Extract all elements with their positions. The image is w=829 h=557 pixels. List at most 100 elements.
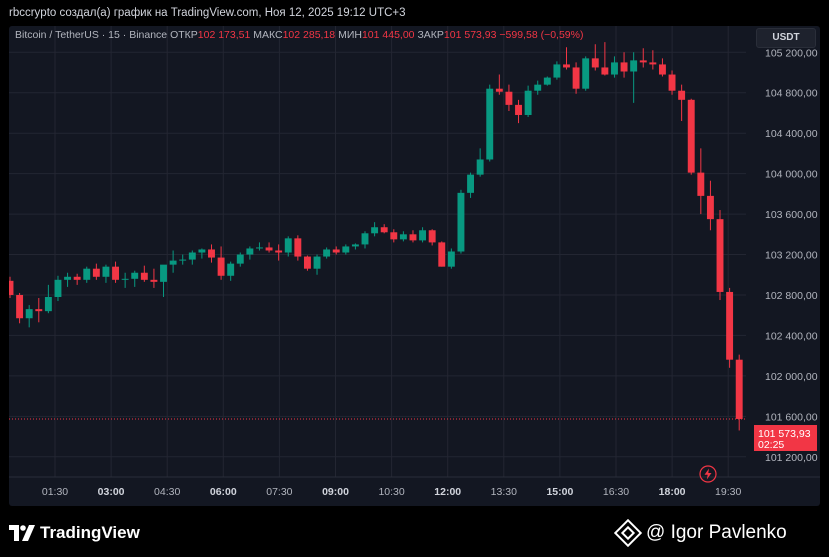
candle (313, 254, 321, 275)
open-label: ОТКР (170, 29, 198, 41)
x-tick-label: 12:00 (434, 486, 461, 498)
candle-body (73, 276, 81, 280)
candle-body (678, 90, 686, 100)
candle (630, 52, 638, 103)
candle-body (486, 88, 494, 160)
time-axis: 01:30 03:00 04:30 06:00 07:30 09:00 10:30 12:00… (42, 486, 742, 498)
candle (150, 268, 158, 288)
candle (390, 229, 398, 243)
candle-body (54, 279, 62, 298)
symbol-legend: Bitcoin / TetherUS · 15 · Binance ОТКР10… (15, 29, 583, 41)
candle (543, 76, 551, 86)
candle-body (457, 192, 465, 252)
y-tick-label: 103 600,00 (765, 209, 818, 221)
candle-body (16, 294, 24, 319)
candle (735, 354, 743, 431)
candle (524, 85, 532, 118)
candle-body (208, 249, 215, 258)
candle-body (563, 64, 570, 68)
candle-body (428, 230, 436, 243)
close-label: ЗАКР (417, 29, 444, 41)
candle (294, 235, 302, 261)
candle-body (294, 238, 302, 257)
candle-body (217, 257, 225, 276)
candle (563, 47, 570, 70)
candle-body (25, 309, 33, 319)
candle (668, 70, 676, 95)
candle-body (467, 174, 475, 193)
candle-body (524, 90, 532, 115)
candle (198, 248, 206, 259)
candle-body (102, 266, 110, 277)
candle (140, 265, 148, 282)
candle-body (668, 74, 676, 91)
candle-body (553, 64, 561, 78)
candle-body (601, 67, 609, 75)
lightning-icon[interactable] (699, 465, 717, 483)
candle-body (188, 252, 196, 260)
candle (697, 148, 705, 215)
open-value: 102 173,51 (197, 29, 251, 41)
candle-body (140, 272, 148, 280)
candle-body (735, 359, 743, 419)
candle-body (44, 297, 52, 312)
candle (217, 246, 225, 280)
candle (332, 246, 340, 255)
currency-button[interactable]: USDT (756, 28, 816, 48)
candle (716, 210, 724, 301)
candle (467, 172, 475, 198)
candle (687, 98, 695, 175)
y-tick-label: 104 400,00 (765, 128, 818, 140)
tradingview-logo-icon (9, 525, 35, 541)
candle (649, 50, 657, 70)
candle (591, 44, 599, 71)
candle (639, 48, 647, 68)
x-tick-label: 19:30 (715, 486, 741, 498)
candle-body (630, 60, 638, 72)
candle-body (112, 266, 119, 280)
candle (303, 255, 311, 271)
candle-body (332, 249, 340, 253)
candle-body (342, 246, 350, 253)
candlestick-chart[interactable]: 101 200,00 101 600,00 102 000,00 102 400,00… (9, 26, 820, 506)
y-tick-label: 105 200,00 (765, 47, 818, 59)
candle-body (179, 259, 187, 261)
candle (284, 236, 292, 257)
candle-body (169, 260, 177, 265)
candle-body (591, 58, 599, 68)
candle-body (380, 227, 388, 233)
candle (9, 276, 14, 299)
candle-body (323, 249, 331, 257)
x-tick-label: 16:30 (603, 486, 629, 498)
candle-body (265, 247, 273, 251)
chart-panel[interactable]: 101 200,00 101 600,00 102 000,00 102 400,00… (9, 26, 820, 506)
price-tag-countdown: 02:25 (758, 439, 784, 451)
author-name: @ Igor Pavlenko (646, 522, 787, 543)
change-value: −599,58 (−0,59%) (499, 29, 584, 41)
candle (706, 180, 714, 231)
candle-body (246, 248, 254, 255)
high-value: 102 285,18 (282, 29, 336, 41)
candle-body (572, 67, 580, 89)
candle (351, 243, 359, 250)
candle (256, 242, 263, 251)
y-tick-label: 102 000,00 (765, 371, 818, 383)
candle (438, 241, 446, 267)
candle-body (371, 227, 379, 234)
x-tick-label: 04:30 (154, 486, 180, 498)
candle-body (726, 291, 734, 360)
candle (35, 298, 43, 323)
y-tick-label: 101 600,00 (765, 411, 818, 423)
candle-body (83, 268, 91, 280)
candle (54, 275, 62, 302)
candle-body (198, 249, 206, 253)
candle (572, 62, 580, 94)
candle (611, 56, 618, 78)
candle-body (620, 62, 628, 72)
candle (658, 58, 666, 77)
candle (102, 264, 110, 283)
tradingview-brand[interactable]: TradingView (9, 523, 140, 543)
candle-body (438, 242, 446, 267)
candle (112, 261, 119, 283)
candle-body (582, 58, 590, 89)
